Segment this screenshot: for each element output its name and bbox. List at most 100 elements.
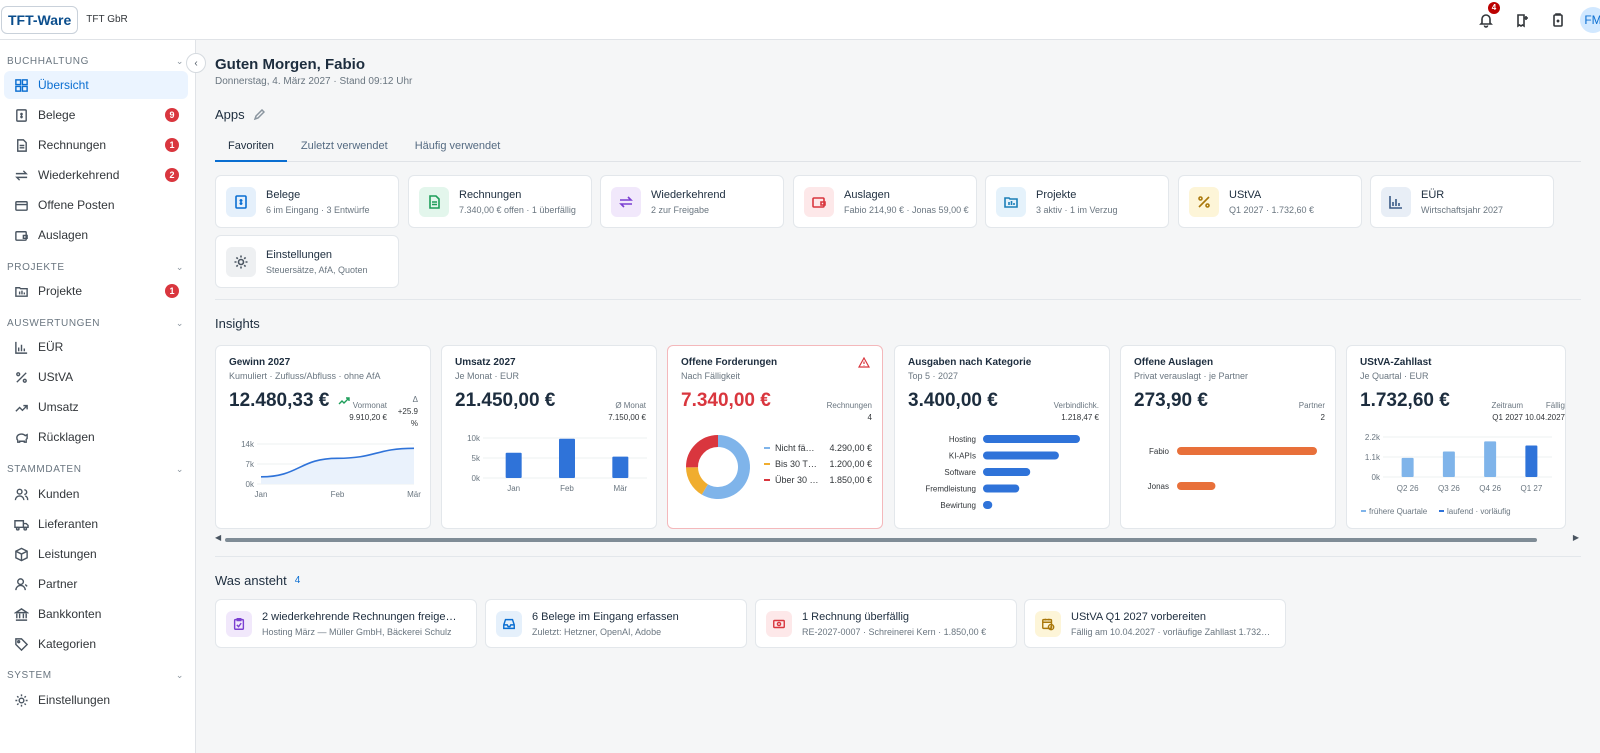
avatar[interactable]: FM — [1580, 7, 1600, 33]
app-tile-einstellungen[interactable]: Einstellungen Steuersätze, AfA, Quoten — [215, 235, 399, 288]
sidebar-item-einstellungen[interactable]: Einstellungen — [4, 686, 188, 714]
section-system[interactable]: SYSTEM ⌄ — [0, 667, 196, 683]
sidebar-item-ustva[interactable]: UStVA — [4, 363, 188, 391]
tab-haeufig-verwendet[interactable]: Häufig verwendet — [414, 140, 501, 152]
sidebar-item-leistungen[interactable]: Leistungen — [4, 540, 188, 568]
section-label: AUSWERTUNGEN — [7, 317, 101, 329]
app-tile-eur[interactable]: EÜR Wirtschaftsjahr 2027 — [1370, 175, 1554, 228]
sidebar-item-auslagen[interactable]: Auslagen — [4, 221, 188, 249]
insights-scrollbar[interactable]: ◀ ▶ — [215, 533, 1581, 544]
collapse-sidebar-button[interactable]: ‹ — [186, 53, 206, 73]
sidebar-item-ruecklagen[interactable]: Rücklagen — [4, 423, 188, 451]
side-value: 1.218,47 € — [1061, 413, 1099, 422]
bar — [1177, 447, 1317, 455]
card-title: UStVA-Zahllast — [1360, 357, 1432, 368]
card-subtitle: Je Monat · EUR — [455, 371, 520, 381]
app-tile-auslagen[interactable]: Auslagen Fabio 214,90 € · Jonas 59,00 € — [793, 175, 977, 228]
app-tile-belege[interactable]: Belege 6 im Eingang · 3 Entwürfe — [215, 175, 399, 228]
sidebar-item-bankkonten[interactable]: Bankkonten — [4, 600, 188, 628]
x-tick-label: Mär — [407, 490, 421, 499]
x-tick-label: Q3 26 — [1438, 484, 1460, 493]
app-tile-ustva[interactable]: UStVA Q1 2027 · 1.732,60 € — [1178, 175, 1362, 228]
insight-card-ausgaben[interactable]: Ausgaben nach Kategorie Top 5 · 2027 3.4… — [894, 345, 1110, 529]
repeat-icon — [15, 169, 28, 181]
tab-zuletzt-verwendet[interactable]: Zuletzt verwendet — [300, 140, 388, 152]
todo-item[interactable]: 6 Belege im Eingang erfassen Zuletzt: Het… — [485, 599, 747, 648]
bar — [505, 452, 522, 478]
auslagen-hbar-chart: Fabio Jonas — [1148, 447, 1317, 491]
sidebar-item-rechnungen[interactable]: Rechnungen 1 — [4, 131, 188, 159]
scrollbar-thumb[interactable] — [225, 538, 1537, 542]
section-projekte[interactable]: PROJEKTE ⌄ — [0, 259, 196, 275]
y-tick-label: 14k — [241, 440, 255, 449]
trend-up-icon — [338, 397, 350, 405]
side-label: Fällig — [1545, 401, 1565, 410]
app-title: Rechnungen — [459, 188, 522, 201]
app-tile-rechnungen[interactable]: Rechnungen 7.340,00 € offen · 1 überfälli… — [408, 175, 592, 228]
bar — [983, 484, 1020, 493]
sidebar-item-projekte[interactable]: Projekte 1 — [4, 277, 188, 305]
card-title: Ausgaben nach Kategorie — [908, 357, 1032, 368]
card-subtitle: Top 5 · 2027 — [908, 371, 959, 381]
sidebar-item-uebersicht[interactable]: Übersicht — [4, 71, 188, 99]
sidebar-item-umsatz[interactable]: Umsatz — [4, 393, 188, 421]
wallet-icon — [804, 186, 834, 217]
y-tick-label: 0k — [472, 474, 481, 483]
todo-title: Was ansteht — [215, 573, 287, 588]
sidebar-item-lieferanten[interactable]: Lieferanten — [4, 510, 188, 538]
insight-card-ustva[interactable]: UStVA-Zahllast Je Quartal · EUR 1.732,60… — [1346, 345, 1566, 529]
todo-item[interactable]: UStVA Q1 2027 vorbereiten Fällig am 10.04… — [1024, 599, 1286, 648]
scroll-right-icon[interactable]: ▶ — [1572, 533, 1579, 542]
brand-logo[interactable]: TFT-Ware — [1, 5, 79, 34]
legend-label: Über 30 … — [775, 475, 819, 485]
chevron-left-icon: ‹ — [194, 57, 198, 69]
insight-card-gewinn[interactable]: Gewinn 2027 Kumuliert · Zufluss/Abfluss … — [215, 345, 431, 529]
app-desc: 2 zur Freigabe — [651, 204, 710, 215]
chevron-down-icon: ⌄ — [175, 261, 184, 272]
scroll-left-icon[interactable]: ◀ — [215, 533, 222, 542]
todo-item[interactable]: 2 wiederkehrende Rechnungen freigeben Hos… — [215, 599, 477, 648]
ausgaben-hbar-chart: Hosting KI-APIs Software Fremdleistung Bewir… — [925, 435, 1080, 510]
notifications-button[interactable]: 4 — [1468, 0, 1504, 40]
clipboard-button[interactable] — [1540, 0, 1576, 40]
sidebar-item-kategorien[interactable]: Kategorien — [4, 630, 188, 658]
section-stammdaten[interactable]: STAMMDATEN ⌄ — [0, 461, 196, 477]
tab-favoriten[interactable]: Favoriten — [215, 136, 287, 162]
x-tick-label: Mär — [613, 484, 627, 493]
series-line — [260, 447, 415, 478]
sidebar-item-eur[interactable]: EÜR — [4, 333, 188, 361]
sidebar-item-partner[interactable]: Partner — [4, 570, 188, 598]
sidebar-item-offene-posten[interactable]: Offene Posten — [4, 191, 188, 219]
bar — [559, 438, 575, 478]
todo-item[interactable]: 1 Rechnung überfällig RE-2027-0007 · Schr… — [755, 599, 1017, 648]
repeat-icon — [611, 186, 641, 217]
insight-card-umsatz[interactable]: Umsatz 2027 Je Monat · EUR 21.450,00 € Ø… — [441, 345, 657, 529]
section-auswertungen[interactable]: AUSWERTUNGEN ⌄ — [0, 315, 196, 331]
x-tick-label: Q2 26 — [1397, 484, 1419, 493]
card-subtitle: Je Quartal · EUR — [1360, 371, 1429, 381]
y-tick-label: Hosting — [949, 435, 976, 444]
add-receipt-button[interactable] — [1504, 0, 1540, 40]
sidebar-item-label: Auslagen — [38, 228, 89, 242]
apps-heading: Apps — [215, 107, 265, 122]
app-tile-wiederkehrend[interactable]: Wiederkehrend 2 zur Freigabe — [600, 175, 784, 228]
sidebar-item-label: Kategorien — [38, 637, 97, 651]
insight-card-forderungen[interactable]: Offene Forderungen Nach Fälligkeit 7.340… — [667, 345, 883, 529]
sidebar-item-kunden[interactable]: Kunden — [4, 480, 188, 508]
clipboard-check-icon — [226, 610, 252, 637]
insight-card-auslagen[interactable]: Offene Auslagen Privat verauslagt · je P… — [1120, 345, 1336, 529]
side-value: 10.04.2027 — [1524, 413, 1565, 422]
app-desc: 3 aktiv · 1 im Verzug — [1036, 204, 1118, 215]
bell-icon — [1479, 14, 1493, 28]
y-tick-label: Bewirtung — [940, 501, 976, 510]
sidebar-item-label: Lieferanten — [38, 517, 99, 531]
sidebar-item-wiederkehrend[interactable]: Wiederkehrend 2 — [4, 161, 188, 189]
legend-label: frühere Quartale — [1369, 507, 1428, 516]
y-tick-label: Jonas — [1148, 482, 1169, 491]
sidebar-item-belege[interactable]: Belege 9 — [4, 101, 188, 129]
bank-icon — [14, 607, 29, 621]
pencil-icon[interactable] — [253, 108, 265, 121]
app-tile-projekte[interactable]: Projekte 3 aktiv · 1 im Verzug — [985, 175, 1169, 228]
section-buchhaltung[interactable]: BUCHHALTUNG ⌄ — [0, 53, 196, 69]
card-subtitle: Privat verauslagt · je Partner — [1134, 371, 1249, 381]
